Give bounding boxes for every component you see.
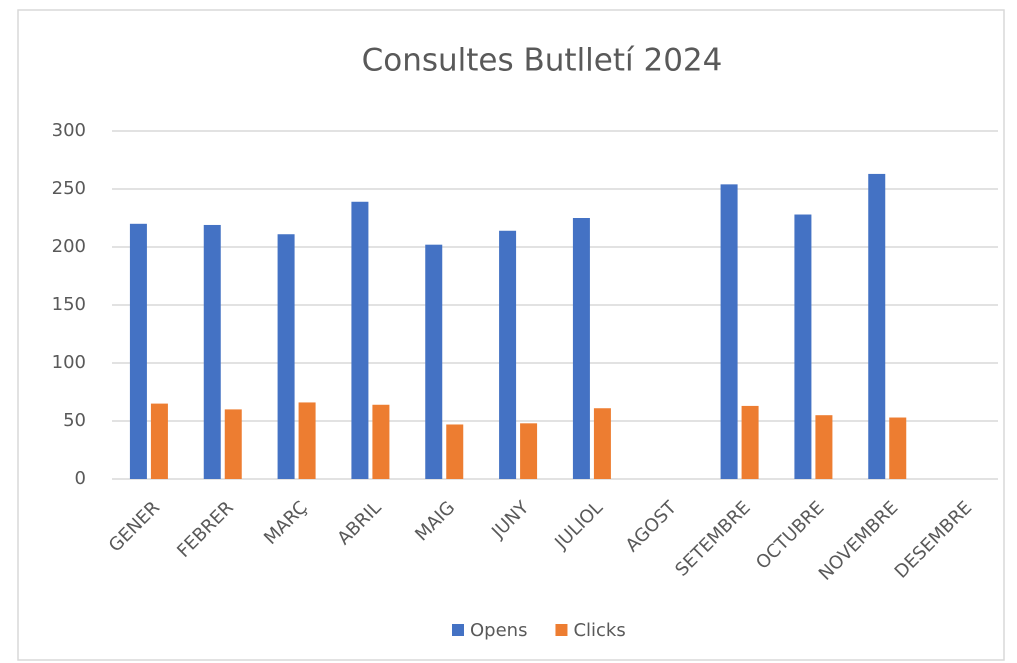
bar	[372, 404, 390, 479]
bar	[593, 408, 611, 479]
y-tick-label: 100	[52, 352, 86, 373]
legend-label: Opens	[470, 620, 527, 641]
y-tick-label: 0	[75, 468, 86, 489]
bar	[520, 423, 538, 479]
bar	[868, 173, 886, 480]
bar	[889, 417, 907, 479]
chart-title: Consultes Butlletí 2024	[362, 43, 723, 79]
bar	[446, 424, 464, 479]
bar	[425, 244, 443, 479]
bar	[150, 403, 168, 479]
bar	[794, 214, 812, 479]
legend-swatch	[452, 624, 464, 636]
y-tick-label: 200	[52, 236, 86, 257]
bar	[203, 224, 221, 479]
bar	[351, 201, 369, 479]
bar	[815, 415, 833, 479]
y-tick-label: 150	[52, 294, 86, 315]
bar	[572, 218, 590, 479]
bar	[129, 223, 147, 479]
bar	[499, 230, 517, 479]
bar	[720, 184, 738, 480]
legend-swatch	[555, 624, 568, 636]
y-tick-label: 250	[52, 178, 86, 199]
y-tick-label: 50	[63, 410, 86, 431]
bar	[298, 402, 316, 479]
y-tick-label: 300	[52, 120, 86, 141]
bar	[224, 409, 242, 479]
legend-label: Clicks	[573, 620, 625, 641]
bar	[741, 405, 759, 479]
bar	[277, 234, 295, 479]
